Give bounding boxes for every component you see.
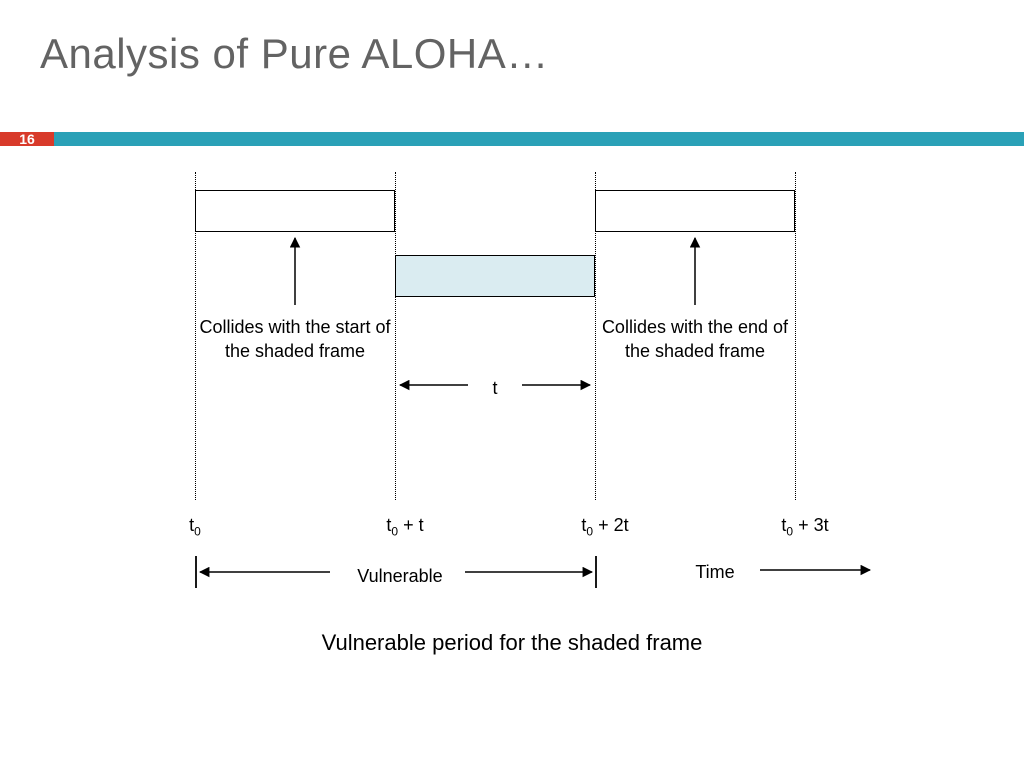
frame-shaded xyxy=(395,255,595,297)
slide-number-badge: 16 xyxy=(0,132,54,146)
accent-bar: 16 xyxy=(0,132,1024,146)
t-label: t xyxy=(475,376,515,400)
vline-t3 xyxy=(795,172,796,500)
tick-t1: t0 + t xyxy=(355,515,455,539)
tick-t1-suffix: + t xyxy=(398,515,424,535)
tick-t0-sub: 0 xyxy=(194,525,201,539)
diagram-arrows xyxy=(0,160,1024,768)
vline-t1 xyxy=(395,172,396,500)
accent-stripe xyxy=(54,132,1024,146)
footer-caption: Vulnerable period for the shaded frame xyxy=(0,630,1024,656)
tick-t3: t0 + 3t xyxy=(755,515,855,539)
frame-left xyxy=(195,190,395,232)
aloha-diagram: Collides with the start of the shaded fr… xyxy=(0,160,1024,768)
caption-left: Collides with the start of the shaded fr… xyxy=(195,315,395,364)
caption-right: Collides with the end of the shaded fram… xyxy=(595,315,795,364)
vulnerable-label: Vulnerable xyxy=(340,564,460,588)
tick-t2-suffix: + 2t xyxy=(593,515,629,535)
tick-t2: t0 + 2t xyxy=(555,515,655,539)
tick-t0: t0 xyxy=(165,515,225,539)
tick-t3-suffix: + 3t xyxy=(793,515,829,535)
time-label: Time xyxy=(680,560,750,584)
slide-title: Analysis of Pure ALOHA… xyxy=(40,30,549,78)
frame-right xyxy=(595,190,795,232)
